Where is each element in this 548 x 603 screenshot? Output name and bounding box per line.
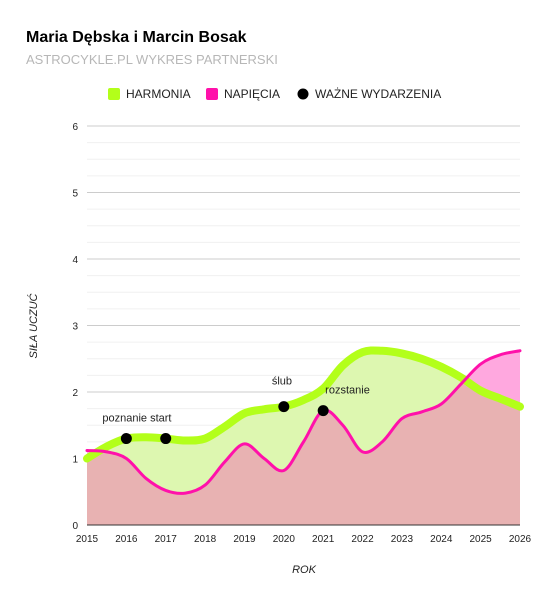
legend-label: HARMONIA — [126, 87, 191, 101]
x-tick-label: 2019 — [233, 534, 256, 545]
chart-subtitle: ASTROCYKLE.PL WYKRES PARTNERSKI — [26, 52, 278, 67]
y-axis-title: SIŁA UCZUĆ — [27, 293, 40, 358]
y-tick-label: 6 — [72, 122, 78, 133]
legend-marker-tension — [206, 88, 218, 100]
event-point — [317, 405, 329, 417]
y-tick-label: 3 — [72, 322, 78, 333]
y-tick-label: 0 — [72, 521, 78, 532]
series-line-harmony — [83, 346, 524, 463]
series-lines — [83, 346, 524, 495]
legend-marker-harmony — [108, 88, 120, 100]
event-label: rozstanie — [325, 385, 370, 397]
event-point — [278, 401, 290, 413]
event-point — [160, 433, 172, 445]
x-axis-title: ROK — [292, 564, 317, 576]
y-tick-label: 2 — [72, 388, 78, 399]
events: poznanie start ślub rozstanie — [102, 376, 370, 445]
x-tick-label: 2026 — [509, 534, 532, 545]
x-tick-label: 2024 — [430, 534, 453, 545]
x-tick-label: 2021 — [312, 534, 335, 545]
x-tick-label: 2025 — [470, 534, 493, 545]
x-tick-label: 2015 — [76, 534, 99, 545]
y-tick-label: 1 — [72, 455, 78, 466]
legend-marker-events — [297, 88, 309, 100]
legend: HARMONIA NAPIĘCIA WAŻNE WYDARZENIA — [108, 87, 441, 101]
event-label: poznanie start — [102, 413, 171, 425]
x-tick-label: 2020 — [273, 534, 296, 545]
x-tick-label: 2016 — [115, 534, 138, 545]
series-areas — [87, 350, 520, 525]
legend-label: WAŻNE WYDARZENIA — [315, 87, 441, 101]
y-tick-label: 5 — [72, 189, 78, 200]
event-label: ślub — [272, 376, 292, 388]
axes: 2015 2016 2017 2018 2019 2020 2021 2022 2023 2024… — [72, 122, 531, 545]
event-point — [120, 433, 132, 445]
x-tick-label: 2022 — [351, 534, 374, 545]
x-tick-label: 2018 — [194, 534, 217, 545]
legend-label: NAPIĘCIA — [224, 87, 280, 101]
area-overlap — [87, 350, 520, 525]
y-tick-label: 4 — [72, 255, 78, 266]
x-tick-label: 2017 — [155, 534, 178, 545]
chart-title: Maria Dębska i Marcin Bosak — [26, 29, 247, 46]
x-tick-label: 2023 — [391, 534, 414, 545]
series-line-tension — [85, 349, 522, 495]
